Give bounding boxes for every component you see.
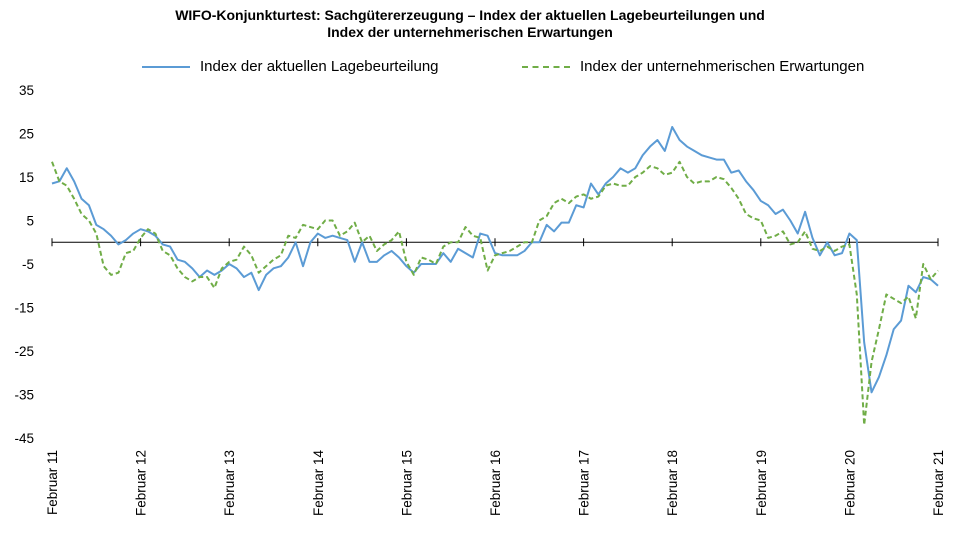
x-tick-label-5: Februar 16: [488, 450, 503, 516]
y-tick-label-8: -45: [14, 431, 34, 446]
x-tick-label-0: Februar 11: [45, 450, 60, 515]
legend: Index der aktuellen Lagebeurteilung Inde…: [0, 58, 958, 78]
y-tick-label-7: -35: [14, 388, 34, 403]
series-line-erwartungen: [51, 160, 939, 426]
x-tick-label-6: Februar 17: [577, 450, 592, 516]
y-tick-label-0: 35: [19, 83, 34, 98]
x-tick-label-10: Februar 21: [931, 450, 946, 516]
legend-item-erwartungen: Index der unternehmerischen Erwartungen: [522, 58, 864, 75]
y-tick-label-3: 5: [26, 214, 34, 229]
chart-title-line-2: Index der unternehmerischen Erwartungen: [327, 24, 613, 40]
series-line-lagebeurteilung: [51, 125, 939, 394]
x-tick-label-7: Februar 18: [665, 450, 680, 516]
legend-swatch-solid-line: [142, 65, 190, 68]
y-tick-label-6: -25: [14, 344, 34, 359]
y-tick-label-4: -5: [22, 257, 34, 272]
x-tick-label-3: Februar 14: [311, 450, 326, 517]
chart-title-line-1: WIFO-Konjunkturtest: Sachgütererzeugung …: [175, 7, 765, 23]
y-tick-label-2: 15: [19, 170, 34, 185]
x-tick-label-9: Februar 20: [842, 450, 857, 516]
y-tick-label-1: 25: [19, 127, 34, 142]
y-tick-label-5: -15: [14, 301, 34, 316]
legend-label-erwartungen: Index der unternehmerischen Erwartungen: [580, 58, 865, 75]
x-tick-label-8: Februar 19: [754, 450, 769, 516]
x-tick-label-1: Februar 12: [134, 450, 149, 516]
x-tick-label-4: Februar 15: [399, 450, 414, 516]
legend-item-lage: Index der aktuellen Lagebeurteilung: [142, 58, 439, 75]
legend-swatch-dashed-line: [522, 65, 570, 68]
chart-title: WIFO-Konjunkturtest: Sachgütererzeugung …: [0, 7, 940, 41]
x-tick-label-2: Februar 13: [222, 450, 237, 516]
legend-label-lage: Index der aktuellen Lagebeurteilung: [200, 58, 439, 75]
